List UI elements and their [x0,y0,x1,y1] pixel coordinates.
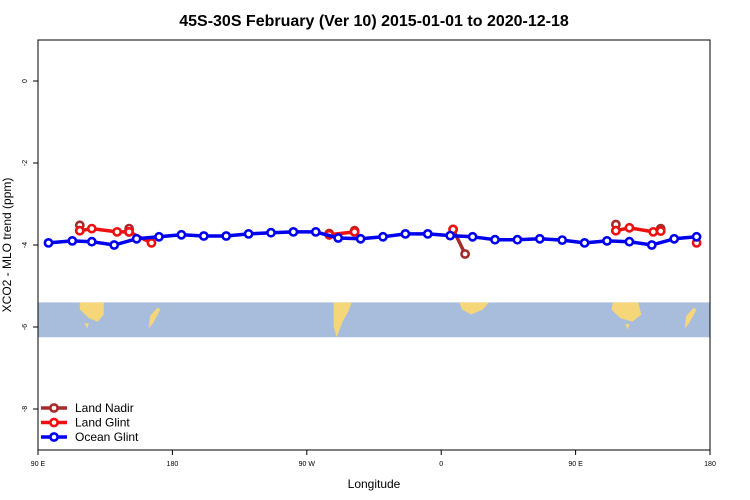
ocean-glint-point [310,226,321,237]
map-land [333,302,352,338]
ocean-glint-point [400,228,411,239]
x-tick-label: 90 E [568,461,583,468]
map-land [148,307,161,329]
y-tick-label: 0 [22,79,29,83]
ocean-glint-point [512,234,523,245]
land-glint-point [124,226,135,237]
ocean-glint-point [669,233,680,244]
ocean-glint-point [109,240,120,250]
x-tick-label: 180 [704,461,716,468]
y-axis: 0 -2 -4 -6 -8 [22,79,38,412]
ocean-glint-point [467,231,478,242]
land-nadir-point [460,249,470,259]
ocean-glint-point [534,233,545,244]
ocean-glint-point [43,237,54,248]
legend-item-land-nadir: Land Nadir [41,401,134,415]
legend-item-ocean-glint: Ocean Glint [41,430,139,444]
x-tick-label: 180 [167,461,179,468]
land-glint-point [86,223,97,234]
y-tick-label: -2 [22,160,29,166]
ocean-glint-point [86,236,97,247]
y-axis-label: XCO2 - MLO trend (ppm) [0,178,14,313]
ocean-glint-point [176,229,187,240]
ocean-glint-point [602,235,612,246]
land-glint-point [611,225,621,236]
map-ocean [38,302,710,338]
x-tick-label: 90 W [299,461,316,468]
land-glint-point [146,237,157,248]
x-tick-label: 0 [439,461,443,468]
map-land [624,324,630,330]
ocean-glint-point [355,233,366,244]
land-glint-point [112,226,122,237]
legend-marker [49,432,59,442]
map-land [684,307,697,329]
legend-marker [49,403,59,413]
ocean-glint-point [333,233,344,243]
ocean-glint-point [624,236,635,247]
map-land [84,323,89,329]
ocean-glint-point [131,233,142,244]
land-glint-point [655,226,666,236]
ocean-glint-point [266,227,276,238]
map-land [79,302,104,322]
land-glint-point [648,226,659,237]
ocean-glint-point [646,240,657,250]
ocean-glint-point [154,231,164,242]
legend-label: Ocean Glint [75,430,139,444]
ocean-glint-point [67,235,78,246]
world-map-strip [38,302,710,338]
ocean-glint-line [48,230,697,247]
ocean-glint-point [579,237,590,248]
ocean-glint-point [288,226,299,237]
land-glint-point [349,226,360,237]
series-layer [43,219,702,259]
y-tick-label: -6 [22,324,29,330]
map-land [459,302,489,315]
land-glint-point [74,225,85,236]
ocean-glint-point [445,230,456,241]
ocean-glint-point [490,234,500,245]
y-tick-label: -8 [22,406,29,412]
ocean-glint-point [198,231,209,241]
legend-marker [49,417,59,428]
ocean-glint-point [422,228,433,239]
x-axis: 90 E 180 90 W 0 90 E 180 [31,450,716,468]
x-tick-label: 90 E [31,461,46,468]
land-glint-point [624,222,635,233]
ocean-glint-point [243,228,254,239]
legend-label: Land Glint [75,416,130,430]
x-axis-label: Longitude [348,477,401,491]
legend-label: Land Nadir [75,401,134,415]
map-land [611,302,642,322]
chart-title: 45S-30S February (Ver 10) 2015-01-01 to … [179,13,569,30]
legend-item-land-glint: Land Glint [41,416,130,430]
y-tick-label: -4 [22,242,29,248]
ocean-glint-point [378,231,388,242]
ocean-glint-point [557,235,568,245]
ocean-glint-point [221,231,232,241]
ocean-glint-point [691,231,702,242]
